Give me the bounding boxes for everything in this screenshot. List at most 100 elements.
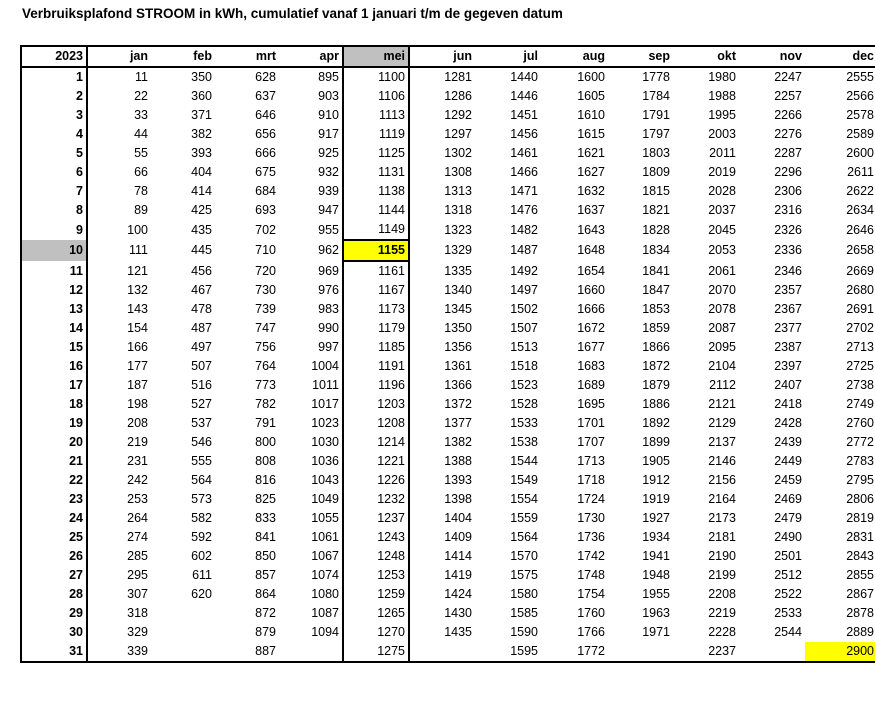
cell-jul[interactable]: 1502: [510, 302, 538, 316]
day-label[interactable]: 29: [21, 604, 88, 623]
cell-mei[interactable]: 1259: [342, 585, 410, 604]
cell-jan[interactable]: 274: [127, 530, 148, 544]
cell-feb[interactable]: 371: [191, 108, 212, 122]
cell-aug[interactable]: 1660: [577, 283, 605, 297]
cell-jan[interactable]: 253: [127, 492, 148, 506]
day-label[interactable]: 21: [21, 452, 88, 471]
cell-mei[interactable]: 1221: [342, 452, 410, 471]
cell-nov[interactable]: 2449: [774, 454, 802, 468]
cell-aug[interactable]: 1605: [577, 89, 605, 103]
cell-dec[interactable]: 2566: [846, 89, 874, 103]
cell-jun[interactable]: 1292: [444, 108, 472, 122]
cell-jun[interactable]: 1424: [444, 587, 472, 601]
cell-apr[interactable]: 969: [279, 261, 344, 281]
cell-okt[interactable]: 2146: [708, 454, 736, 468]
cell-nov[interactable]: 2418: [774, 397, 802, 411]
cell-sep[interactable]: 1797: [642, 127, 670, 141]
day-label[interactable]: 17: [21, 376, 88, 395]
cell-sep[interactable]: 1803: [642, 146, 670, 160]
cell-dec[interactable]: 2578: [846, 108, 874, 122]
cell-okt[interactable]: 1988: [708, 89, 736, 103]
cell-nov[interactable]: 2306: [774, 184, 802, 198]
day-label[interactable]: 27: [21, 566, 88, 585]
cell-dec[interactable]: 2783: [846, 454, 874, 468]
cell-jun[interactable]: 1435: [444, 625, 472, 639]
cell-jan[interactable]: 55: [134, 146, 148, 160]
cell-jun[interactable]: 1419: [444, 568, 472, 582]
cell-okt[interactable]: 2208: [708, 587, 736, 601]
cell-feb[interactable]: 611: [192, 568, 212, 582]
year-end-value-cell[interactable]: 2900: [805, 642, 875, 662]
cell-feb[interactable]: 564: [191, 473, 212, 487]
month-header-aug[interactable]: aug: [541, 46, 608, 68]
cell-sep[interactable]: 1963: [642, 606, 670, 620]
cell-jun[interactable]: 1382: [444, 435, 472, 449]
month-header-jun[interactable]: jun: [409, 46, 475, 68]
cell-dec[interactable]: 2622: [846, 184, 874, 198]
cell-jul[interactable]: 1476: [510, 203, 538, 217]
cell-mrt[interactable]: 887: [255, 644, 276, 658]
year-header[interactable]: 2023: [21, 46, 88, 68]
day-label[interactable]: 2: [21, 87, 88, 106]
cell-dec[interactable]: 2760: [846, 416, 874, 430]
cell-apr[interactable]: 1087: [279, 604, 344, 623]
cell-okt[interactable]: 2095: [708, 340, 736, 354]
cell-mei[interactable]: 1232: [342, 490, 410, 509]
cell-jan[interactable]: 231: [127, 454, 148, 468]
day-label[interactable]: 6: [21, 163, 88, 182]
cell-okt[interactable]: 2087: [708, 321, 736, 335]
cell-feb[interactable]: 582: [191, 511, 212, 525]
cell-apr[interactable]: 955: [318, 222, 339, 237]
cell-jul[interactable]: 1538: [510, 435, 538, 449]
cell-dec[interactable]: 2878: [846, 606, 874, 620]
cell-apr[interactable]: 1094: [279, 623, 344, 642]
cell-okt[interactable]: 2237: [708, 644, 736, 658]
cell-jun[interactable]: 1414: [444, 549, 472, 563]
cell-dec[interactable]: 2725: [846, 359, 874, 373]
day-label[interactable]: 1: [21, 67, 88, 87]
cell-mrt[interactable]: 656: [255, 127, 276, 141]
cell-nov[interactable]: 2469: [774, 492, 802, 506]
cell-mei[interactable]: 1106: [342, 87, 410, 106]
cell-jan[interactable]: 166: [127, 340, 148, 354]
cell-jun[interactable]: 1404: [444, 511, 472, 525]
cell-aug[interactable]: 1648: [577, 243, 605, 257]
day-label[interactable]: 13: [21, 300, 88, 319]
day-label[interactable]: 15: [21, 338, 88, 357]
cell-mei[interactable]: 1173: [342, 300, 410, 319]
cell-dec[interactable]: 2600: [846, 146, 874, 160]
cell-apr[interactable]: 983: [279, 300, 344, 319]
cell-apr[interactable]: 1067: [279, 547, 344, 566]
cell-nov[interactable]: 2326: [774, 222, 802, 237]
cell-sep[interactable]: 1934: [642, 530, 670, 544]
cell-apr[interactable]: 939: [318, 184, 339, 198]
cell-feb[interactable]: 467: [191, 283, 212, 297]
cell-aug[interactable]: 1748: [577, 568, 605, 582]
cell-jun[interactable]: 1335: [444, 263, 472, 278]
day-label[interactable]: 18: [21, 395, 88, 414]
cell-mrt[interactable]: 684: [255, 184, 276, 198]
day-label[interactable]: 22: [21, 471, 88, 490]
cell-aug[interactable]: 1677: [577, 340, 605, 354]
day-label[interactable]: 19: [21, 414, 88, 433]
cell-jul[interactable]: 1507: [510, 321, 538, 335]
cell-aug[interactable]: 1683: [577, 359, 605, 373]
cell-sep[interactable]: 1971: [642, 625, 670, 639]
day-label[interactable]: 8: [21, 201, 88, 220]
month-header-jan[interactable]: jan: [87, 46, 151, 68]
cell-jul[interactable]: 1549: [510, 473, 538, 487]
cell-mei[interactable]: 1203: [342, 395, 410, 414]
cell-feb[interactable]: 546: [191, 435, 212, 449]
cell-jan[interactable]: 329: [127, 625, 148, 639]
cell-feb[interactable]: 592: [191, 530, 212, 544]
cell-sep[interactable]: 1948: [642, 568, 670, 582]
month-header-apr[interactable]: apr: [279, 46, 343, 68]
cell-okt[interactable]: 1995: [708, 108, 736, 122]
cell-apr[interactable]: 932: [318, 165, 339, 179]
cell-sep[interactable]: 1955: [642, 587, 670, 601]
cell-sep[interactable]: 1927: [642, 511, 670, 525]
cell-mrt[interactable]: 864: [255, 587, 276, 601]
cell-sep[interactable]: 1853: [642, 302, 670, 316]
cell-dec[interactable]: 2772: [846, 435, 874, 449]
cell-aug[interactable]: 1600: [577, 70, 605, 84]
